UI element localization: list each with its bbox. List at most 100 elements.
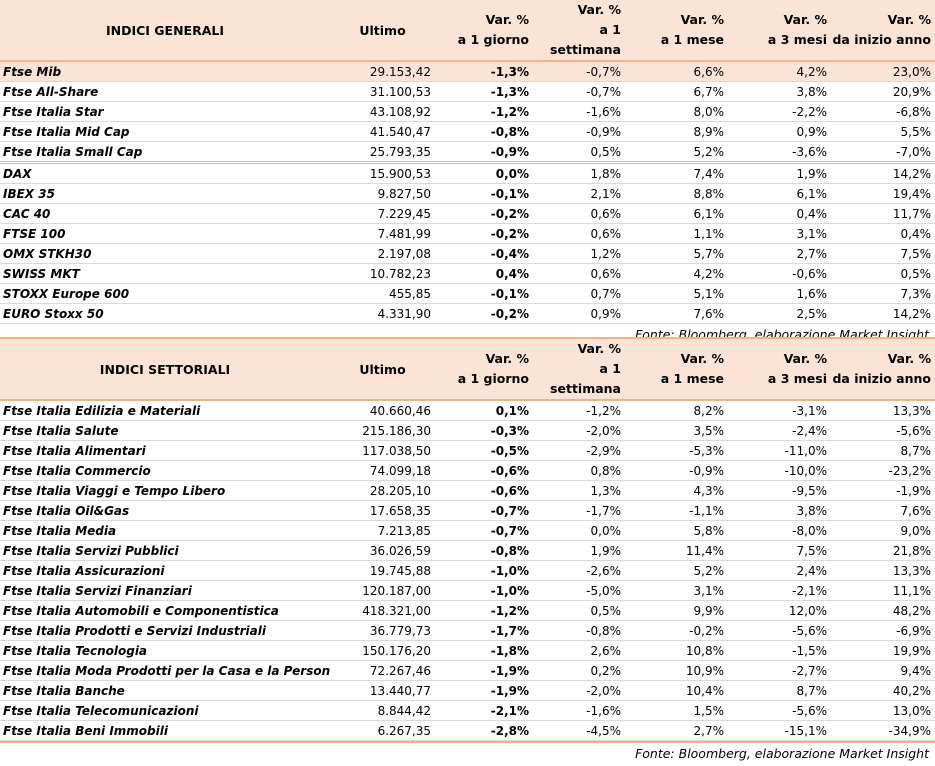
change-1-day: -1,2% xyxy=(435,600,533,621)
last-value: 29.153,42 xyxy=(330,61,435,82)
change-ytd: 19,4% xyxy=(831,183,935,204)
table-row: Ftse Italia Alimentari 117.038,50 -0,5% -2,… xyxy=(0,440,935,461)
change-ytd: -23,2% xyxy=(831,460,935,481)
change-ytd: 48,2% xyxy=(831,600,935,621)
index-name: SWISS MKT xyxy=(0,263,330,284)
change-1-day: -0,2% xyxy=(435,203,533,224)
table-row: Ftse Italia Commercio 74.099,18 -0,6% 0,8% -… xyxy=(0,460,935,481)
period-label: a 1 giorno xyxy=(457,32,529,47)
change-1-day: -0,8% xyxy=(435,121,533,142)
period-label: a 3 mesi xyxy=(767,371,827,386)
period-label: a 1 settimana xyxy=(550,361,621,396)
change-1-day: -1,9% xyxy=(435,680,533,701)
change-1-month: 8,0% xyxy=(625,101,728,122)
change-1-month: 6,6% xyxy=(625,61,728,82)
table-row: Ftse Italia Edilizia e Materiali 40.660,4… xyxy=(0,400,935,421)
var-label: Var. % xyxy=(577,2,621,17)
change-1-week: -1,2% xyxy=(533,400,625,421)
change-1-day: -1,0% xyxy=(435,560,533,581)
change-1-day: -2,8% xyxy=(435,720,533,741)
change-1-week: 0,0% xyxy=(533,520,625,541)
change-ytd: 14,2% xyxy=(831,162,935,184)
change-3-months: 2,7% xyxy=(728,243,831,264)
index-name: Ftse Mib xyxy=(0,61,330,82)
var-label: Var. % xyxy=(485,12,529,27)
change-1-week: 1,9% xyxy=(533,540,625,561)
change-1-month: 11,4% xyxy=(625,540,728,561)
change-ytd: 19,9% xyxy=(831,640,935,661)
change-1-month: 4,2% xyxy=(625,263,728,284)
change-1-month: 5,2% xyxy=(625,560,728,581)
change-1-week: -4,5% xyxy=(533,720,625,741)
change-3-months: -5,6% xyxy=(728,700,831,721)
change-1-day: -0,3% xyxy=(435,420,533,441)
change-ytd: -34,9% xyxy=(831,720,935,741)
period-label: a 1 settimana xyxy=(550,22,621,57)
table-row: Ftse Italia Viaggi e Tempo Libero 28.205,… xyxy=(0,480,935,501)
change-1-day: -1,3% xyxy=(435,81,533,102)
index-name: Ftse Italia Prodotti e Servizi Industria… xyxy=(0,620,330,641)
change-ytd: 11,7% xyxy=(831,203,935,224)
column-header-ytd: Var. % da inizio anno xyxy=(831,338,935,401)
change-3-months: 0,4% xyxy=(728,203,831,224)
change-1-week: -1,6% xyxy=(533,700,625,721)
change-1-month: 8,8% xyxy=(625,183,728,204)
change-1-day: -1,3% xyxy=(435,61,533,82)
change-1-day: -0,4% xyxy=(435,243,533,264)
column-header-3-months: Var. % a 3 mesi xyxy=(728,0,831,62)
change-1-month: 6,7% xyxy=(625,81,728,102)
change-1-month: -5,3% xyxy=(625,440,728,461)
change-1-month: 9,9% xyxy=(625,600,728,621)
change-1-day: -1,7% xyxy=(435,620,533,641)
table-row: Ftse Italia Oil&Gas 17.658,35 -0,7% -1,7% -1… xyxy=(0,500,935,521)
last-value: 25.793,35 xyxy=(330,141,435,164)
table-row: Ftse Mib 29.153,42 -1,3% -0,7% 6,6% 4,2% 23,0% xyxy=(0,61,935,82)
last-value: 7.481,99 xyxy=(330,223,435,244)
change-ytd: 40,2% xyxy=(831,680,935,701)
change-1-day: 0,1% xyxy=(435,400,533,421)
change-1-week: 0,8% xyxy=(533,460,625,481)
index-name: FTSE 100 xyxy=(0,223,330,244)
change-ytd: 9,0% xyxy=(831,520,935,541)
change-1-week: -2,0% xyxy=(533,680,625,701)
last-value: 8.844,42 xyxy=(330,700,435,721)
change-ytd: 0,5% xyxy=(831,263,935,284)
column-header-last: Ultimo xyxy=(330,0,435,62)
var-label: Var. % xyxy=(680,12,724,27)
change-3-months: 12,0% xyxy=(728,600,831,621)
last-value: 120.187,00 xyxy=(330,580,435,601)
table-row: Ftse Italia Moda Prodotti per la Casa e … xyxy=(0,660,935,681)
change-1-week: 1,8% xyxy=(533,162,625,184)
index-name: Ftse Italia Commercio xyxy=(0,460,330,481)
index-name: Ftse Italia Telecomunicazioni xyxy=(0,700,330,721)
change-1-week: 0,6% xyxy=(533,263,625,284)
last-value: 19.745,88 xyxy=(330,560,435,581)
change-3-months: 0,9% xyxy=(728,121,831,142)
change-ytd: 7,5% xyxy=(831,243,935,264)
column-header-name: INDICI GENERALI xyxy=(0,0,330,62)
change-3-months: 2,5% xyxy=(728,303,831,324)
change-1-month: 8,2% xyxy=(625,400,728,421)
sector-indices-panel: INDICI SETTORIALI Ultimo Var. % a 1 giorn… xyxy=(0,337,935,766)
change-3-months: -2,4% xyxy=(728,420,831,441)
period-label: da inizio anno xyxy=(832,32,931,47)
table-row: EURO Stoxx 50 4.331,90 -0,2% 0,9% 7,6% 2,5% 14… xyxy=(0,303,935,324)
change-1-month: 10,9% xyxy=(625,660,728,681)
change-1-month: 4,3% xyxy=(625,480,728,501)
change-3-months: 4,2% xyxy=(728,61,831,82)
index-name: Ftse Italia Alimentari xyxy=(0,440,330,461)
period-label: a 1 mese xyxy=(660,371,724,386)
change-3-months: -11,0% xyxy=(728,440,831,461)
change-1-week: 0,5% xyxy=(533,141,625,164)
index-name: Ftse Italia Mid Cap xyxy=(0,121,330,142)
change-3-months: 3,8% xyxy=(728,500,831,521)
column-header-3-months: Var. % a 3 mesi xyxy=(728,338,831,401)
change-3-months: 2,4% xyxy=(728,560,831,581)
change-1-month: 3,5% xyxy=(625,420,728,441)
change-1-month: 3,1% xyxy=(625,580,728,601)
column-header-ytd: Var. % da inizio anno xyxy=(831,0,935,62)
last-value: 418.321,00 xyxy=(330,600,435,621)
change-1-month: 6,1% xyxy=(625,203,728,224)
index-name: Ftse Italia Salute xyxy=(0,420,330,441)
change-ytd: 20,9% xyxy=(831,81,935,102)
